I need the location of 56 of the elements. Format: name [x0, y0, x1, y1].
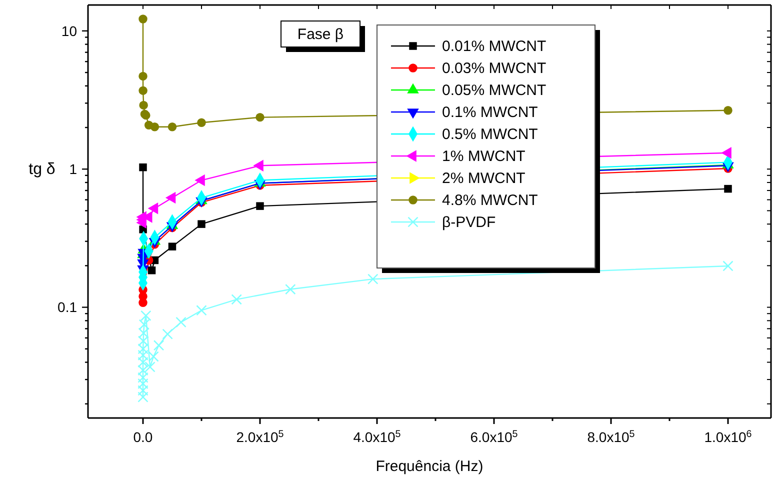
legend-label: 0.5% MWCNT — [442, 126, 538, 143]
point — [368, 274, 378, 284]
point — [138, 86, 148, 95]
point — [168, 242, 176, 250]
legend-label: 0.1% MWCNT — [442, 104, 538, 121]
point — [724, 106, 732, 115]
point — [168, 122, 177, 132]
y-tick-label: 10 — [61, 22, 78, 39]
legend-label: 1% MWCNT — [442, 148, 526, 165]
point — [176, 316, 186, 328]
legend-label: 0.05% MWCNT — [442, 82, 546, 99]
point — [285, 284, 296, 295]
point — [138, 328, 149, 338]
point — [138, 385, 148, 396]
point — [197, 118, 206, 127]
point — [138, 372, 148, 383]
x-tick-label: 8.0x10$^{5}$ — [587, 428, 636, 445]
x-tick-label: 4.0x10$^{5}$ — [353, 428, 402, 445]
point — [139, 163, 147, 172]
legend-label: β-PVDF — [442, 214, 496, 231]
annotation: Fase β — [297, 26, 344, 43]
point — [144, 362, 156, 372]
point — [138, 72, 148, 81]
point — [196, 304, 207, 316]
point — [231, 294, 242, 305]
point — [722, 260, 734, 272]
point — [138, 356, 148, 368]
point — [148, 266, 156, 274]
point — [256, 202, 264, 210]
y-axis-title: tg δ — [28, 161, 56, 178]
point — [162, 328, 173, 340]
x-tick-label: 1.0x10$^{6}$ — [704, 428, 752, 445]
legend-label: 0.03% MWCNT — [442, 60, 546, 77]
x-tick-label: 0.0 — [133, 429, 153, 445]
point — [138, 343, 148, 354]
x-tick-label: 6.0x10$^{5}$ — [470, 428, 518, 445]
y-tick-label: 1 — [69, 160, 78, 177]
point — [138, 364, 148, 376]
legend-label: 0.01% MWCNT — [442, 38, 546, 55]
point — [138, 378, 148, 390]
legend-label: 4.8% MWCNT — [442, 192, 538, 209]
point — [724, 184, 732, 193]
point — [138, 392, 148, 402]
point — [138, 336, 149, 346]
y-tick-label: 0.1 — [58, 299, 78, 316]
point — [138, 319, 150, 330]
point — [139, 100, 148, 110]
x-axis-title: Frequência (Hz) — [376, 458, 484, 475]
point — [138, 14, 148, 24]
point — [140, 310, 152, 322]
x-tick-label: 2.0x10$^{5}$ — [236, 428, 284, 445]
point — [153, 340, 164, 351]
legend-label: 2% MWCNT — [442, 170, 526, 187]
point — [150, 122, 160, 132]
point — [256, 112, 264, 122]
point — [198, 220, 206, 228]
